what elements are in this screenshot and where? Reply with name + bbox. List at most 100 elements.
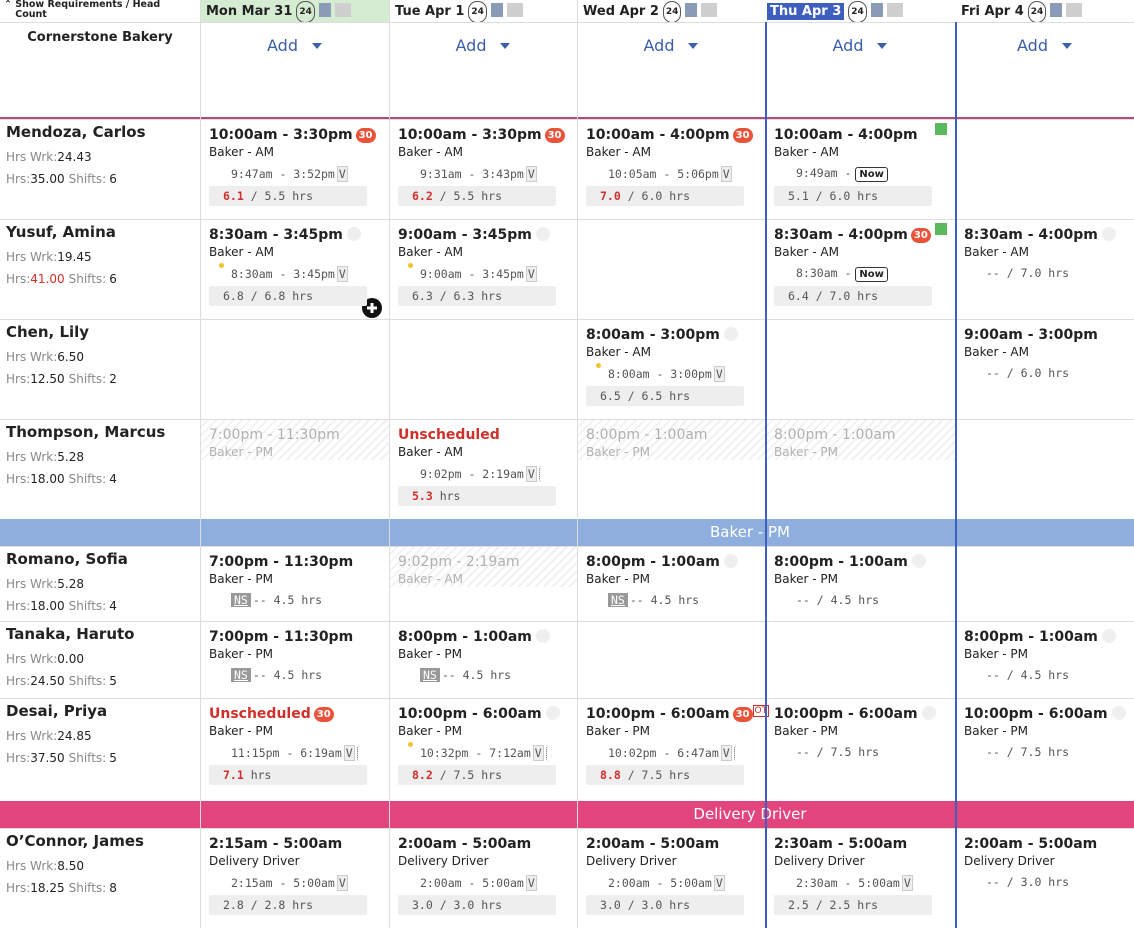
shift-cell[interactable]: 8:30am - 4:00pm 30 Baker - AM 8:30am - Now 6.… bbox=[766, 220, 955, 319]
add-button[interactable]: Add bbox=[389, 36, 577, 55]
employee-name[interactable]: Thompson, Marcus bbox=[6, 423, 166, 441]
add-caret bbox=[877, 43, 888, 49]
shifts-value: 4 bbox=[109, 599, 117, 613]
punch-flag: V bbox=[713, 875, 725, 891]
squiggle bbox=[545, 745, 553, 761]
shift-cell[interactable]: 10:00pm - 6:00am Baker - PM -- / 7.5 hrs bbox=[766, 699, 955, 801]
hours-worked-label: Hrs Wrk: bbox=[6, 350, 58, 364]
hours-worked-label: Hrs Wrk: bbox=[6, 150, 58, 164]
hours: 8.8 / 7.5 hrs bbox=[586, 765, 744, 785]
shift-cell[interactable]: 2:00am - 5:00am Delivery Driver 2:00am - 5… bbox=[578, 829, 765, 928]
hours-worked-value: 24.85 bbox=[57, 729, 92, 743]
shift-cell[interactable]: Unscheduled Baker - AM 9:02pm - 2:19am V 5.3… bbox=[390, 420, 577, 519]
shift-cell[interactable]: 9:00am - 3:45pm Baker - AM 9:00am - 3:45pm… bbox=[390, 220, 577, 319]
shift-cell[interactable]: Unscheduled 30 Baker - PM 11:15pm - 6:19am V… bbox=[201, 699, 389, 801]
day-header[interactable]: Fri Apr 4 24 bbox=[961, 1, 1085, 23]
shift-cell[interactable]: 8:30am - 3:45pm Baker - AM 8:30am - 3:45pm… bbox=[201, 220, 389, 319]
shifts-value: 2 bbox=[109, 372, 117, 386]
add-button[interactable]: Add bbox=[955, 36, 1134, 55]
day-icons bbox=[870, 3, 905, 17]
shift-cell[interactable]: 7:00pm - 11:30pm Baker - PM NS -- 4.5 hrs bbox=[201, 622, 389, 698]
employee-name[interactable]: Mendoza, Carlos bbox=[6, 123, 146, 141]
shift-cell[interactable]: 8:00pm - 1:00am Baker - PM bbox=[766, 420, 955, 460]
shift-line: 2:00am - 5:00am bbox=[398, 833, 531, 852]
shift-cell[interactable]: 8:00pm - 1:00am Baker - PM bbox=[578, 420, 765, 460]
shift-cell[interactable]: 8:00pm - 1:00am Baker - PM NS -- 4.5 hrs bbox=[390, 622, 577, 698]
shift-cell[interactable]: 8:00pm - 1:00am Baker - PM -- / 4.5 hrs bbox=[956, 622, 1134, 698]
add-shift-icon[interactable] bbox=[360, 296, 384, 320]
shift-cell[interactable]: 8:00am - 3:00pm Baker - AM 8:00am - 3:00pm… bbox=[578, 320, 765, 419]
column-line bbox=[389, 0, 390, 928]
punch-flag: V bbox=[336, 875, 348, 891]
requirements-toggle[interactable]: ⌃ Show Requirements / Head Count bbox=[4, 0, 185, 20]
shift-cell[interactable]: 10:00am - 4:00pm 30 Baker - AM 10:05am - 5:… bbox=[578, 120, 765, 219]
shift-line: 10:00pm - 6:00am bbox=[964, 703, 1126, 722]
shift-cell[interactable]: 2:00am - 5:00am Delivery Driver 2:00am - 5… bbox=[390, 829, 577, 928]
employee-name[interactable]: Romano, Sofia bbox=[6, 550, 128, 568]
shift-line: Unscheduled bbox=[398, 424, 500, 443]
shift-cell[interactable]: 2:15am - 5:00am Delivery Driver 2:15am - 5… bbox=[201, 829, 389, 928]
employee-name[interactable]: Tanaka, Haruto bbox=[6, 625, 135, 643]
scheduled-hours: -- / 7.5 hrs bbox=[986, 745, 1070, 759]
shift-cell[interactable]: 10:00am - 3:30pm 30 Baker - AM 9:47am - 3:5… bbox=[201, 120, 389, 219]
shift-cell[interactable]: 2:30am - 5:00am Delivery Driver 2:30am - 5… bbox=[766, 829, 955, 928]
shift-line: 8:30am - 4:00pm 30 bbox=[774, 224, 931, 243]
punch-flag: V bbox=[525, 166, 537, 182]
actual-hours: 5.3 bbox=[412, 489, 433, 503]
shift-cell[interactable]: 7:00pm - 11:30pm Baker - PM NS -- 4.5 hrs bbox=[201, 547, 389, 621]
punch-line: 9:00am - 3:45pm V bbox=[420, 266, 537, 282]
punch-time: 9:31am - 3:43pm bbox=[420, 167, 524, 181]
punch-line: 9:02pm - 2:19am V bbox=[420, 466, 546, 482]
day-header[interactable]: Thu Apr 3 24 bbox=[767, 1, 905, 23]
add-button[interactable]: Add bbox=[765, 36, 955, 55]
shift-cell[interactable]: 8:00pm - 1:00am Baker - PM NS -- 4.5 hrs bbox=[578, 547, 765, 621]
hours-worked-label: Hrs Wrk: bbox=[6, 577, 58, 591]
hours-worked-label: Hrs Wrk: bbox=[6, 652, 58, 666]
role: Baker - AM bbox=[586, 345, 651, 359]
add-button[interactable]: Add bbox=[577, 36, 765, 55]
shift-cell[interactable]: 2:00am - 5:00am Delivery Driver -- / 3.0 h… bbox=[956, 829, 1134, 928]
hours: 3.0 / 3.0 hrs bbox=[398, 895, 556, 915]
employee-name[interactable]: Desai, Priya bbox=[6, 702, 108, 720]
scheduled-hours: -- / 4.5 hrs bbox=[796, 593, 880, 607]
day-icons bbox=[685, 3, 720, 17]
shift-cell[interactable]: 8:30am - 4:00pm Baker - AM -- / 7.0 hrs bbox=[956, 220, 1134, 319]
shift-cell[interactable]: 9:00am - 3:00pm Baker - AM -- / 6.0 hrs bbox=[956, 320, 1134, 419]
shift-cell[interactable]: 10:00am - 3:30pm 30 Baker - AM 9:31am - 3:4… bbox=[390, 120, 577, 219]
day-header[interactable]: Wed Apr 2 24 bbox=[583, 1, 720, 23]
hours: 6.1 / 5.5 hrs bbox=[209, 186, 367, 206]
scheduled-hours: / 5.5 hrs bbox=[243, 189, 314, 203]
shift-time: 7:00pm - 11:30pm bbox=[209, 554, 354, 570]
shift-cell[interactable]: 10:00pm - 6:00am 30 OT Baker - PM 10:02pm - … bbox=[578, 699, 770, 801]
shift-line: 2:30am - 5:00am bbox=[774, 833, 907, 852]
day-header[interactable]: Tue Apr 1 24 bbox=[395, 1, 525, 23]
shift-cell[interactable]: 10:00am - 4:00pm Baker - AM 9:49am - Now 5.1… bbox=[766, 120, 955, 219]
employee-name[interactable]: Yusuf, Amina bbox=[6, 223, 116, 241]
shift-time: 8:30am - 3:45pm bbox=[209, 227, 343, 243]
day-header[interactable]: Mon Mar 31 24 bbox=[206, 1, 353, 23]
break-icon bbox=[535, 227, 550, 241]
day-count: 24 bbox=[848, 1, 867, 23]
column-line bbox=[955, 22, 957, 928]
punch-flag: V bbox=[720, 745, 732, 761]
add-button[interactable]: Add bbox=[200, 36, 389, 55]
employee-name[interactable]: O’Connor, James bbox=[6, 832, 144, 850]
squiggle bbox=[733, 745, 741, 761]
hours-worked-label: Hrs Wrk: bbox=[6, 250, 58, 264]
add-label: Add bbox=[643, 36, 675, 55]
squiggle bbox=[538, 466, 546, 482]
actual-hours: 8.8 bbox=[600, 768, 621, 782]
shift-time: Unscheduled bbox=[398, 427, 500, 443]
hours-shifts: Hrs:12.50 Shifts: 2 bbox=[6, 372, 117, 386]
shift-cell[interactable]: 7:00pm - 11:30pm Baker - PM bbox=[201, 420, 389, 460]
shifts-label: Shifts: bbox=[68, 272, 107, 286]
actual-hours: 7.0 bbox=[600, 189, 621, 203]
shift-cell[interactable]: 8:00pm - 1:00am Baker - PM -- / 4.5 hrs bbox=[766, 547, 955, 621]
shift-cell[interactable]: 10:00pm - 6:00am Baker - PM 10:32pm - 7:12… bbox=[390, 699, 577, 801]
shift-cell[interactable]: 9:02pm - 2:19am Baker - AM bbox=[390, 547, 577, 587]
row-divider bbox=[0, 219, 1134, 220]
punch-time: 9:02pm - 2:19am bbox=[420, 467, 524, 481]
employee-name[interactable]: Chen, Lily bbox=[6, 323, 90, 341]
shift-cell[interactable]: 10:00pm - 6:00am Baker - PM -- / 7.5 hrs bbox=[956, 699, 1134, 801]
